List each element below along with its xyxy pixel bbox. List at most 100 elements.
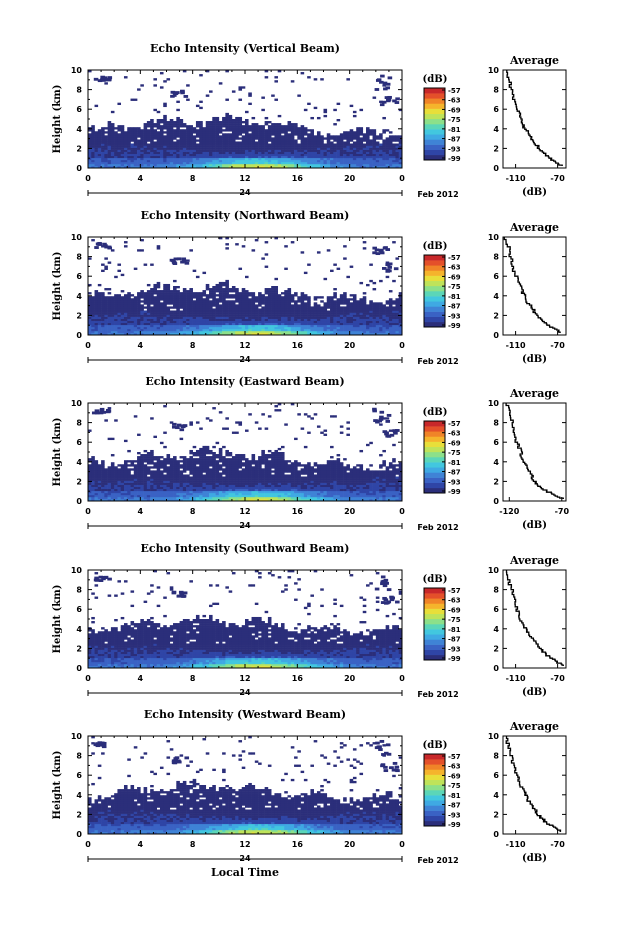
y-tick-label: 6 xyxy=(76,605,82,614)
profile-title: Average xyxy=(509,221,559,234)
profile-y-tick-label: 2 xyxy=(493,144,499,153)
y-tick-label: 4 xyxy=(76,292,82,301)
colorbar-swatch xyxy=(424,759,445,765)
y-tick-label: 4 xyxy=(76,125,82,134)
date-marker: 24 xyxy=(239,688,251,697)
y-tick-label: 2 xyxy=(76,311,82,320)
colorbar-swatch xyxy=(424,154,445,161)
y-axis-label: Height (km) xyxy=(52,252,63,321)
profile-frame xyxy=(502,402,567,502)
colorbar-swatch xyxy=(424,603,445,609)
colorbar-swatch xyxy=(424,144,445,151)
colorbar-swatch xyxy=(424,815,445,822)
panel-svg: Echo Intensity (Eastward Beam)0246810Hei… xyxy=(52,375,569,532)
colorbar-swatch xyxy=(424,285,445,292)
x-tick-label: 8 xyxy=(190,174,196,183)
colorbar-tick-label: -99 xyxy=(448,488,461,496)
x-tick-label: 12 xyxy=(239,674,250,683)
colorbar-tick-label: -87 xyxy=(448,136,461,144)
x-tick-label: 0 xyxy=(399,507,405,516)
x-tick-label: 20 xyxy=(344,507,356,516)
profile-y-tick-label: 10 xyxy=(488,399,500,408)
colorbar-swatch xyxy=(424,820,445,827)
colorbar-swatch xyxy=(424,624,445,630)
colorbar-swatch xyxy=(424,805,445,811)
panel-title: Echo Intensity (Westward Beam) xyxy=(144,708,346,721)
panel-title: Echo Intensity (Vertical Beam) xyxy=(150,42,340,55)
y-tick-label: 10 xyxy=(71,399,83,408)
colorbar-tick-label: -93 xyxy=(448,312,461,320)
colorbar-swatch xyxy=(424,426,445,432)
profile-y-tick-label: 6 xyxy=(493,105,499,114)
x-axis-label-local-time: Local Time xyxy=(211,866,279,879)
profile-y-tick-label: 8 xyxy=(493,419,499,428)
profile-x-label: (dB) xyxy=(522,520,547,531)
profile-y-tick-label: 2 xyxy=(493,810,499,819)
colorbar-tick-label: -87 xyxy=(448,469,461,477)
colorbar-swatch xyxy=(424,779,445,786)
profile-x-tick-label: -120 xyxy=(499,507,519,516)
x-tick-label: 0 xyxy=(85,840,91,849)
colorbar-swatch xyxy=(424,280,445,287)
panel-svg: Echo Intensity (Southward Beam)0246810He… xyxy=(52,542,567,699)
profile-x-tick-label: -110 xyxy=(506,341,526,350)
colorbar-tick-label: -69 xyxy=(448,439,461,447)
profile-y-tick-label: 6 xyxy=(493,438,499,447)
y-tick-label: 6 xyxy=(76,272,82,281)
colorbar-tick-label: -87 xyxy=(448,636,461,644)
colorbar-swatches xyxy=(424,421,445,494)
profile-title: Average xyxy=(509,387,559,400)
profile-y-tick-label: 4 xyxy=(493,791,499,800)
colorbar-swatch xyxy=(424,613,445,620)
x-tick-label: 8 xyxy=(190,341,196,350)
profile-x-tick-label: -70 xyxy=(550,840,565,849)
colorbar-frame xyxy=(423,87,446,161)
colorbar-tick-label: -63 xyxy=(448,264,461,272)
y-tick-label: 10 xyxy=(71,732,83,741)
colorbar-swatch xyxy=(424,103,445,109)
colorbar-swatch xyxy=(424,431,445,437)
profile-y-tick-label: 4 xyxy=(493,125,499,134)
colorbar-swatch xyxy=(424,306,445,312)
colorbar-frame xyxy=(423,753,446,827)
profile-line xyxy=(505,403,564,499)
x-tick-label: 4 xyxy=(138,507,144,516)
profile-x-label: (dB) xyxy=(522,853,547,864)
profile-y-tick-label: 0 xyxy=(493,664,499,673)
colorbar-tick-label: -63 xyxy=(448,97,461,105)
profile-y-tick-label: 8 xyxy=(493,586,499,595)
colorbar-unit: (dB) xyxy=(423,407,448,418)
colorbar-swatch xyxy=(424,644,445,651)
colorbar-swatches xyxy=(424,754,445,827)
y-tick-label: 0 xyxy=(76,830,82,839)
profile-y-tick-label: 0 xyxy=(493,331,499,340)
colorbar-tick-label: -93 xyxy=(448,478,461,486)
colorbar-frame xyxy=(423,254,446,328)
colorbar-swatch xyxy=(424,588,445,594)
y-tick-label: 2 xyxy=(76,810,82,819)
colorbar-tick-label: -63 xyxy=(448,763,461,771)
colorbar-tick-label: -75 xyxy=(448,283,461,291)
y-axis-label: Height (km) xyxy=(52,418,63,487)
date-label: Feb 2012 xyxy=(417,856,458,865)
colorbar-swatch xyxy=(424,790,445,796)
colorbar-swatch xyxy=(424,441,445,448)
panel-3: Echo Intensity (Eastward Beam) 0 2 4 6 8 10 Hei… xyxy=(0,375,618,541)
heatmap-cells xyxy=(88,237,403,336)
colorbar-swatch xyxy=(424,634,445,640)
date-marker: 24 xyxy=(239,188,251,197)
date-marker: 24 xyxy=(239,355,251,364)
x-tick-label: 4 xyxy=(138,840,144,849)
colorbar-swatch xyxy=(424,316,445,323)
colorbar-swatch xyxy=(424,462,445,468)
colorbar-swatches xyxy=(424,588,445,661)
colorbar-swatch xyxy=(424,311,445,318)
panel-svg: Echo Intensity (Northward Beam)0246810He… xyxy=(52,209,567,366)
heatmap-cells xyxy=(88,570,403,669)
colorbar-swatch xyxy=(424,260,445,266)
colorbar-swatch xyxy=(424,275,445,282)
panel-title: Echo Intensity (Northward Beam) xyxy=(141,209,350,222)
colorbar-swatch xyxy=(424,810,445,817)
date-marker: 24 xyxy=(239,854,251,863)
colorbar-tick-label: -69 xyxy=(448,606,461,614)
